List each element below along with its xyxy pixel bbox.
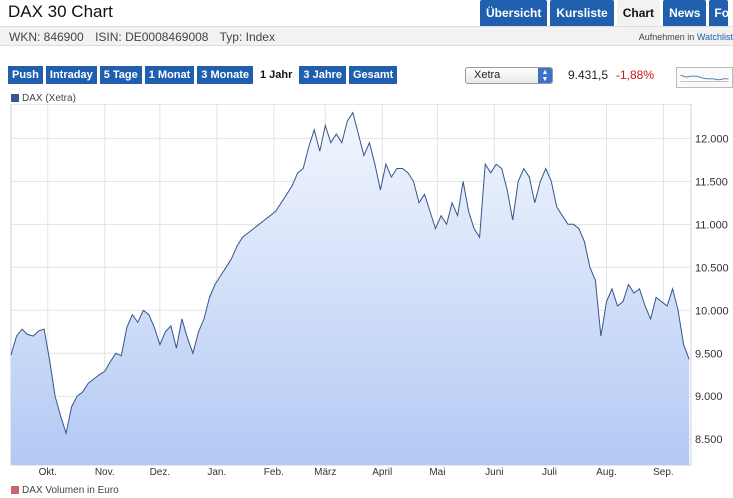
x-tick-label: Nov. bbox=[95, 467, 115, 478]
tab-kursliste[interactable]: Kursliste bbox=[550, 0, 614, 26]
watchlist-link[interactable]: Watchlist bbox=[696, 32, 733, 42]
isin-label: ISIN: DE0008469008 bbox=[95, 30, 209, 44]
series-swatch bbox=[11, 94, 19, 102]
y-tick-label: 9.000 bbox=[695, 391, 723, 403]
x-tick-label: Jan. bbox=[207, 467, 226, 478]
tab-news[interactable]: News bbox=[663, 0, 707, 26]
x-tick-label: Juli bbox=[542, 467, 557, 478]
exchange-select[interactable]: Xetra ▲ ▼ bbox=[465, 67, 553, 84]
price-chart: 8.500 9.000 9.500 10.000 10.500 11.000 11.500 1… bbox=[10, 104, 729, 478]
y-tick-label: 11.500 bbox=[695, 176, 728, 188]
range-intraday-button[interactable]: Intraday bbox=[45, 66, 97, 84]
volume-swatch bbox=[11, 486, 19, 494]
y-tick-label: 10.000 bbox=[695, 305, 729, 317]
x-tick-label: Dez. bbox=[150, 467, 171, 478]
price-area bbox=[11, 112, 690, 465]
y-tick-label: 8.500 bbox=[695, 434, 723, 446]
tab-chart[interactable]: Chart bbox=[616, 0, 661, 26]
type-label: Typ: Index bbox=[219, 30, 275, 44]
top-tab-bar: Übersicht Kursliste Chart News Fo bbox=[480, 0, 729, 26]
x-tick-label: Juni bbox=[485, 467, 503, 478]
y-tick-label: 10.500 bbox=[695, 262, 729, 274]
x-tick-label: März bbox=[314, 467, 336, 478]
range-3-jahre-button[interactable]: 3 Jahre bbox=[299, 66, 346, 84]
info-bar: WKN: 846900 ISIN: DE0008469008 Typ: Inde… bbox=[0, 26, 733, 46]
exchange-value: Xetra bbox=[474, 69, 501, 81]
range-1-jahr-button[interactable]: 1 Jahr bbox=[255, 66, 297, 84]
price-line bbox=[10, 111, 690, 436]
volume-legend: DAX Volumen in Euro bbox=[11, 485, 119, 496]
range-push-button[interactable]: Push bbox=[8, 66, 43, 84]
range-1-monat-button[interactable]: 1 Monat bbox=[144, 66, 195, 84]
x-tick-label: Feb. bbox=[264, 467, 284, 478]
x-tick-label: Aug. bbox=[596, 467, 617, 478]
volume-legend-label: DAX Volumen in Euro bbox=[22, 485, 119, 496]
mini-chart-line bbox=[680, 74, 729, 81]
y-tick-label: 12.000 bbox=[695, 133, 729, 145]
select-arrows-icon: ▲ ▼ bbox=[538, 68, 552, 83]
price-change: -1,88% bbox=[616, 68, 655, 82]
x-tick-label: April bbox=[372, 467, 392, 478]
x-tick-label: Mai bbox=[429, 467, 445, 478]
mini-chart-thumbnail[interactable] bbox=[676, 67, 733, 88]
y-tick-label: 11.000 bbox=[695, 219, 728, 231]
watchlist-prompt: Aufnehmen in Watchlist bbox=[639, 32, 733, 42]
tab-uebersicht[interactable]: Übersicht bbox=[480, 0, 548, 26]
last-price: 9.431,5 bbox=[568, 68, 609, 82]
x-tick-label: Sep. bbox=[653, 467, 674, 478]
range-5-tage-button[interactable]: 5 Tage bbox=[99, 66, 142, 84]
range-3-monate-button[interactable]: 3 Monate bbox=[197, 66, 253, 84]
y-tick-label: 9.500 bbox=[695, 348, 723, 360]
series-legend: DAX (Xetra) bbox=[11, 93, 76, 104]
x-tick-label: Okt. bbox=[39, 467, 57, 478]
time-range-selector: Push Intraday 5 Tage 1 Monat 3 Monate 1 … bbox=[8, 66, 398, 84]
range-gesamt-button[interactable]: Gesamt bbox=[348, 66, 398, 84]
security-info: WKN: 846900 ISIN: DE0008469008 Typ: Inde… bbox=[9, 30, 283, 44]
series-legend-label: DAX (Xetra) bbox=[22, 93, 76, 104]
watchlist-prefix: Aufnehmen in bbox=[638, 32, 695, 42]
wkn-label: WKN: 846900 bbox=[9, 30, 84, 44]
page-title: DAX 30 Chart bbox=[8, 2, 113, 21]
tab-forum[interactable]: Fo bbox=[709, 0, 729, 26]
